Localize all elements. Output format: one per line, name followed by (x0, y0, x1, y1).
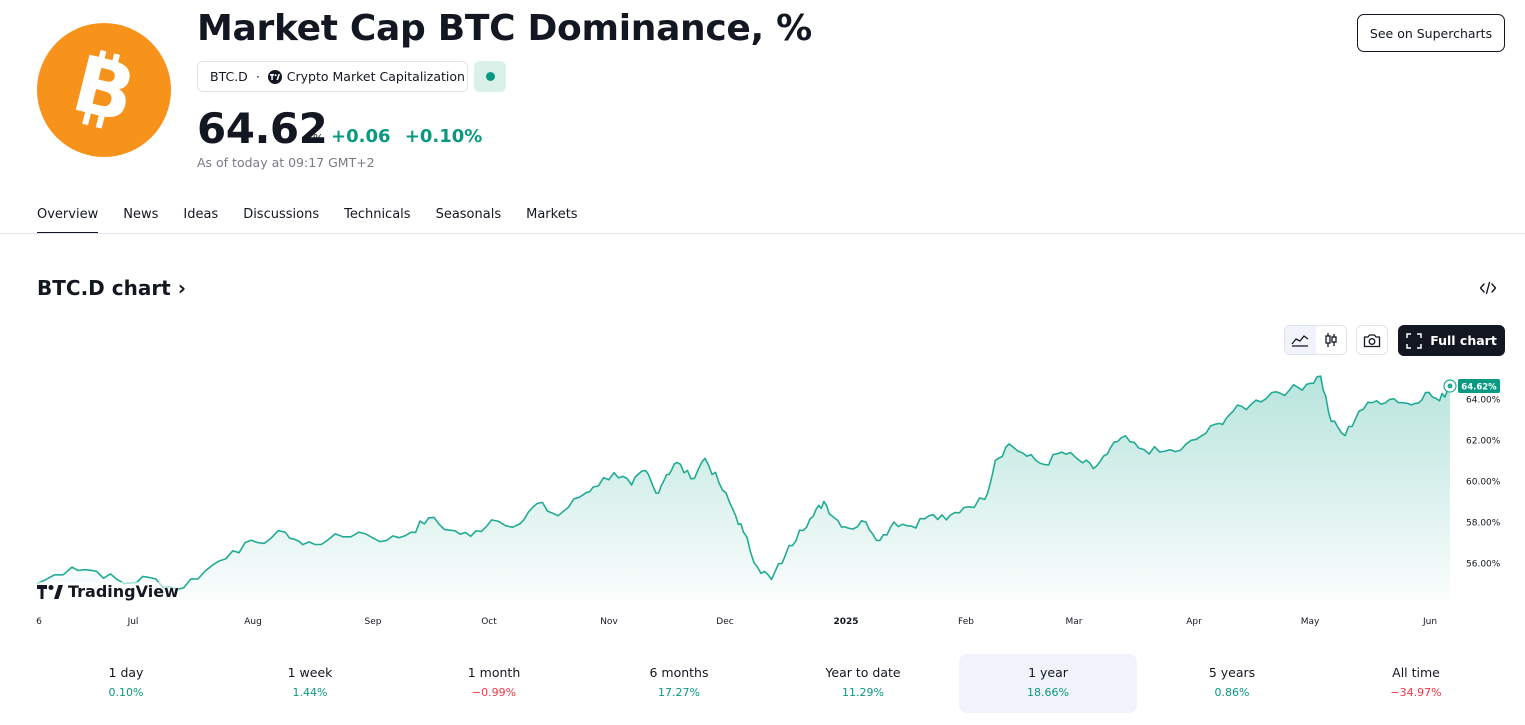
x-tick-label: Mar (1066, 617, 1083, 627)
market-status-badge[interactable] (474, 61, 506, 92)
period-value: −34.97% (1390, 686, 1442, 699)
symbol-separator: · (255, 69, 260, 84)
period-1-month[interactable]: 1 month −0.99% (405, 654, 583, 713)
tabs-divider (0, 233, 1525, 234)
bitcoin-logo-icon: B (37, 23, 171, 157)
see-on-supercharts-button[interactable]: See on Supercharts (1357, 14, 1505, 52)
change-absolute: +0.06 (331, 126, 391, 147)
camera-icon[interactable] (1356, 325, 1388, 355)
symbol-ticker: BTC.D (210, 69, 248, 84)
y-tick-label: 60.00% (1466, 477, 1501, 487)
y-tick-label: 62.00% (1466, 436, 1501, 446)
period-value: 18.66% (1027, 686, 1069, 699)
chart-title: BTC.D chart (37, 276, 171, 300)
tab-markets[interactable]: Markets (526, 207, 578, 222)
x-tick-label: Dec (716, 617, 733, 627)
period-label: Year to date (825, 665, 901, 680)
x-tick-label: Jul (127, 617, 139, 627)
change-percent: +0.10% (404, 126, 483, 147)
last-point (1447, 383, 1453, 389)
tab-discussions[interactable]: Discussions (243, 207, 320, 222)
period-1-week[interactable]: 1 week 1.44% (221, 654, 399, 713)
y-tick-label: 64.00% (1466, 395, 1501, 405)
tab-seasonals[interactable]: Seasonals (435, 207, 502, 222)
tab-bar: Overview News Ideas Discussions Technica… (37, 207, 578, 234)
period-label: All time (1392, 665, 1440, 680)
price-unit: % (313, 132, 324, 145)
period-1-day[interactable]: 1 day 0.10% (37, 654, 215, 713)
last-value-badge (1458, 379, 1500, 393)
x-tick-label: Sep (365, 617, 382, 627)
btc-dominance-chart[interactable]: 56.00% 58.00% 60.00% 62.00% 64.00% 6 Jul Aug Se… (0, 360, 1525, 635)
period-value: 17.27% (658, 686, 700, 699)
chart-style-toggle (1284, 325, 1347, 355)
period-label: 1 month (467, 665, 521, 680)
period-value: 0.86% (1214, 686, 1250, 699)
last-value-label: 64.62% (1461, 383, 1497, 393)
x-tick-label: Apr (1186, 617, 1202, 627)
exchange-name: Crypto Market Capitalization (286, 69, 465, 84)
x-tick-label: Feb (958, 617, 974, 627)
period-value: −0.99% (471, 686, 517, 699)
y-tick-label: 58.00% (1466, 519, 1501, 529)
period-label: 6 months (649, 665, 709, 680)
performance-periods: 1 day 0.10% 1 week 1.44% 1 month −0.99% … (37, 654, 1505, 713)
tab-technicals[interactable]: Technicals (344, 207, 411, 222)
tradingview-logo-icon (37, 584, 63, 599)
x-tick-label: Oct (481, 617, 497, 627)
y-tick-label: 56.00% (1466, 560, 1501, 570)
x-tick-label: Aug (244, 617, 262, 627)
tradingview-mini-icon (267, 69, 282, 84)
embed-code-icon[interactable] (1478, 279, 1498, 297)
period-all-time[interactable]: All time −34.97% (1327, 654, 1505, 713)
period-6-months[interactable]: 6 months 17.27% (590, 654, 768, 713)
period-label: 1 week (287, 665, 333, 680)
candlestick-chart-icon[interactable] (1316, 326, 1347, 354)
period-year-to-date[interactable]: Year to date 11.29% (774, 654, 952, 713)
period-value: 1.44% (292, 686, 328, 699)
tradingview-watermark: TradingView (37, 582, 179, 601)
period-value: 11.29% (842, 686, 884, 699)
period-5-years[interactable]: 5 years 0.86% (1143, 654, 1321, 713)
period-label: 1 year (1028, 665, 1068, 680)
tab-overview[interactable]: Overview (37, 207, 99, 234)
chart-area-fill (37, 376, 1450, 600)
current-price: 64.62 (197, 104, 328, 153)
x-tick-label: 6 (36, 617, 42, 627)
chart-title-link[interactable]: BTC.D chart › (37, 276, 186, 300)
period-label: 5 years (1208, 665, 1256, 680)
chevron-right-icon: › (177, 276, 186, 300)
market-open-dot-icon (485, 72, 495, 81)
series-line (36, 375, 1451, 591)
as-of-timestamp: As of today at 09:17 GMT+2 (197, 155, 375, 170)
period-1-year[interactable]: 1 year 18.66% (959, 654, 1137, 713)
period-value: 0.10% (108, 686, 144, 699)
tab-ideas[interactable]: Ideas (183, 207, 219, 222)
x-tick-label: Jun (1422, 617, 1437, 627)
period-label: 1 day (108, 665, 144, 680)
page-title: Market Cap BTC Dominance, % (197, 8, 812, 49)
area-chart-icon[interactable] (1285, 326, 1316, 354)
full-chart-button[interactable]: Full chart (1398, 325, 1505, 356)
tab-news[interactable]: News (123, 207, 159, 222)
x-tick-label: May (1301, 617, 1320, 627)
tradingview-watermark-text: TradingView (68, 582, 179, 601)
full-chart-label: Full chart (1430, 333, 1497, 348)
symbol-info[interactable]: BTC.D · Crypto Market Capitalization (197, 61, 468, 92)
x-tick-label: 2025 (833, 617, 858, 627)
fullscreen-icon (1406, 332, 1422, 349)
price-change: +0.06 +0.10% (331, 126, 482, 147)
x-tick-label: Nov (600, 617, 618, 627)
